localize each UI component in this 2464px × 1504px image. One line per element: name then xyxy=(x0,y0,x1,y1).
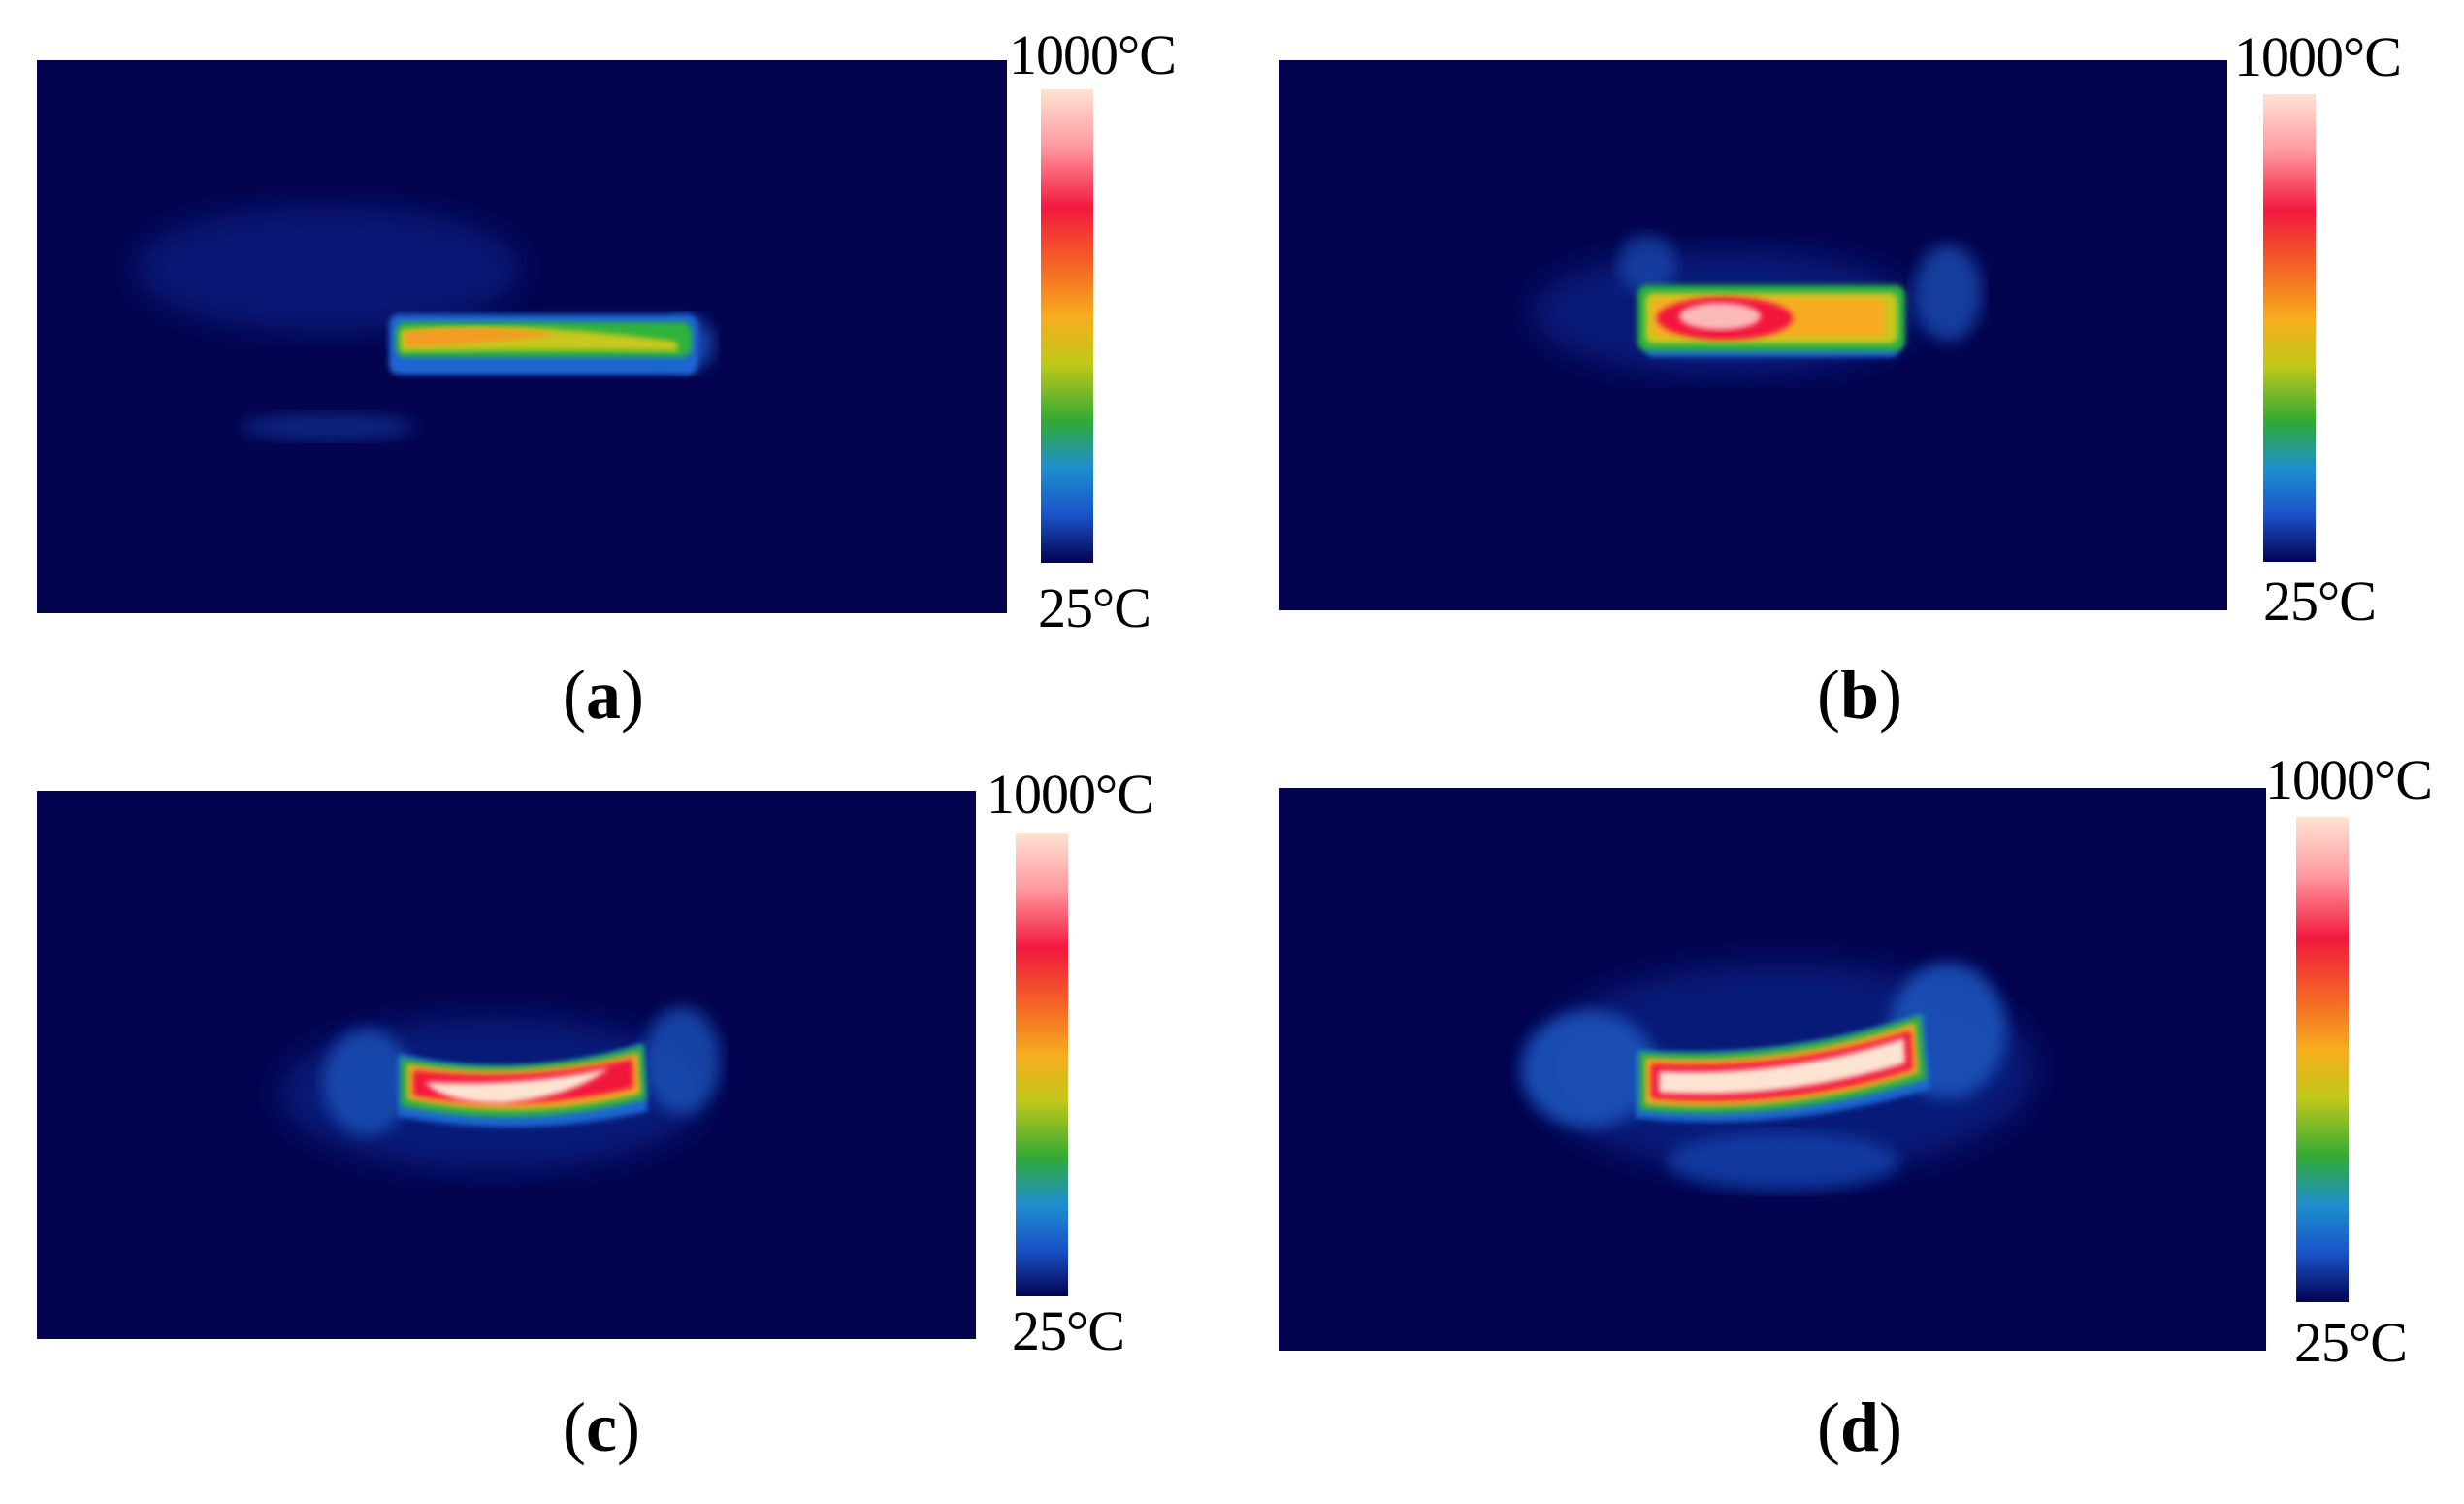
hot-spot-c xyxy=(279,1007,721,1171)
color-scale-bar-c xyxy=(1016,833,1068,1296)
thermal-image-a xyxy=(37,60,1007,613)
color-scale-bar-b xyxy=(2263,94,2316,562)
scale-max-label-b: 1000°C xyxy=(2234,25,2402,88)
scale-max-label-a: 1000°C xyxy=(1009,23,1177,86)
scale-min-label-c: 25°C xyxy=(1012,1299,1125,1362)
hot-spot-b xyxy=(1531,235,1982,376)
caption-b: (b) xyxy=(1817,656,1903,734)
caption-a: (a) xyxy=(563,656,644,734)
color-scale-bar-d xyxy=(2296,817,2349,1302)
caption-d: (d) xyxy=(1817,1389,1903,1466)
hot-spot-d xyxy=(1521,963,2035,1191)
thermal-image-c xyxy=(37,791,976,1339)
scale-min-label-a: 25°C xyxy=(1038,576,1151,639)
caption-c: (c) xyxy=(563,1389,640,1466)
scale-max-label-d: 1000°C xyxy=(2265,748,2433,811)
scale-max-label-c: 1000°C xyxy=(987,763,1154,826)
scale-min-label-d: 25°C xyxy=(2294,1311,2408,1374)
thermal-image-d xyxy=(1279,788,2266,1351)
color-scale-bar-a xyxy=(1041,89,1093,563)
thermal-image-b xyxy=(1279,60,2227,610)
scale-min-label-b: 25°C xyxy=(2263,570,2377,633)
hot-spot-a xyxy=(134,206,714,441)
